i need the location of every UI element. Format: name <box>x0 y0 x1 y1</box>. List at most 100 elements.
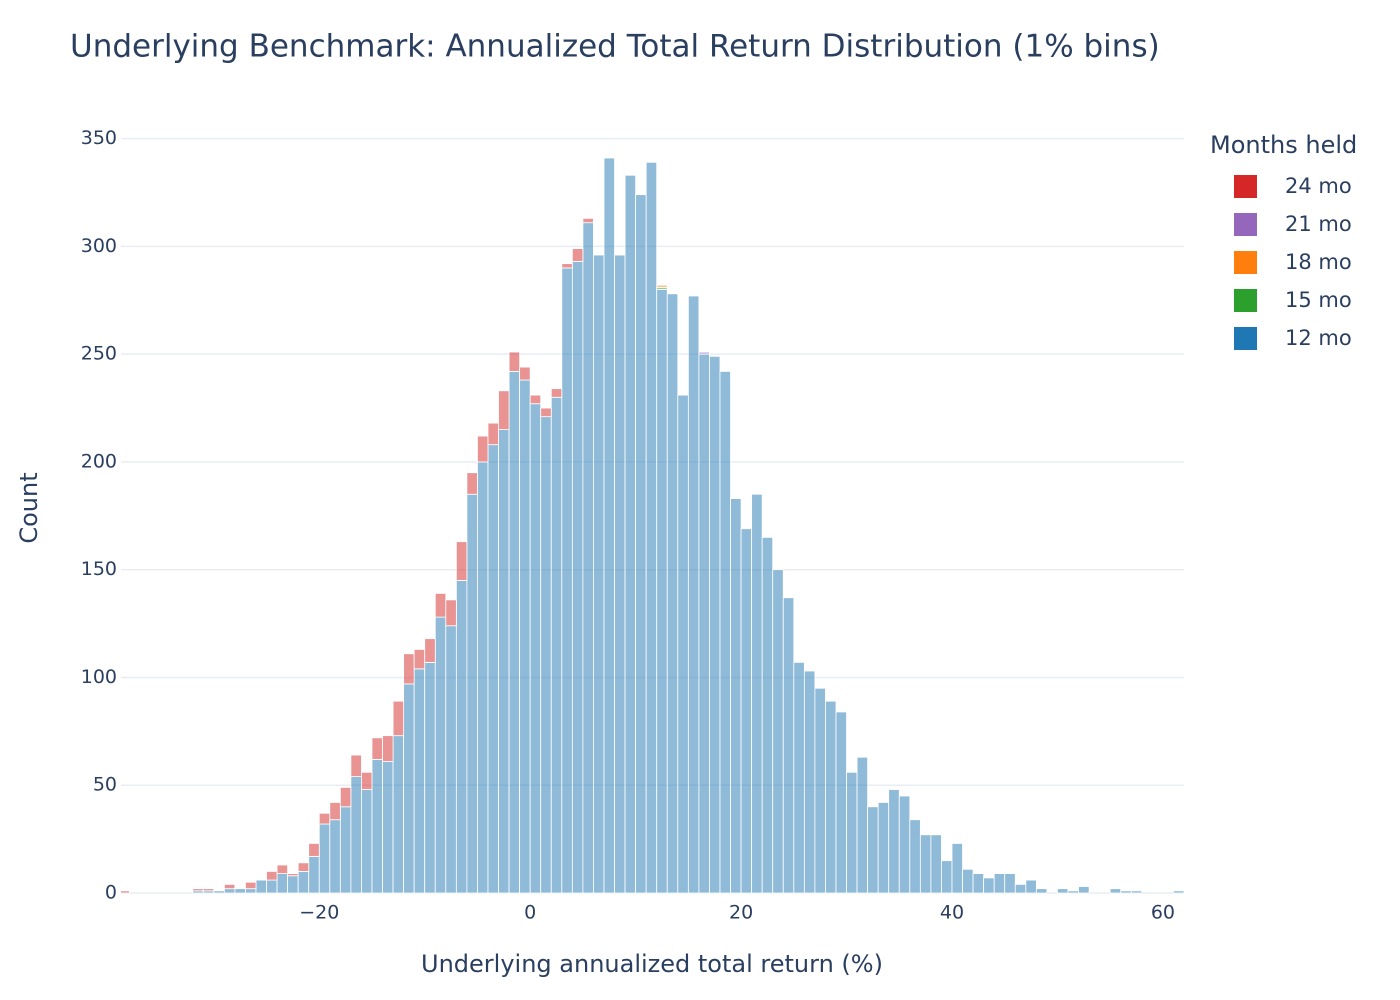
bar <box>329 819 341 894</box>
bar <box>276 864 289 875</box>
bar <box>993 873 1006 894</box>
bar <box>445 599 457 627</box>
bar <box>392 700 405 737</box>
y-tick-label: 300 <box>81 235 117 257</box>
bar <box>287 873 299 877</box>
x-axis-title: Underlying annualized total return (%) <box>421 950 883 978</box>
bar <box>1004 873 1016 894</box>
y-tick-label: 200 <box>81 450 117 472</box>
bar <box>761 536 774 894</box>
bar <box>582 217 594 224</box>
bar <box>192 888 204 892</box>
bar <box>698 353 710 894</box>
bar <box>339 786 352 808</box>
bar <box>308 855 320 894</box>
bar <box>983 877 995 894</box>
bar <box>740 528 753 894</box>
bar <box>645 161 658 894</box>
bar <box>519 366 531 381</box>
legend-swatch <box>1234 289 1257 312</box>
bar <box>424 661 436 894</box>
bar <box>635 194 647 894</box>
bar <box>403 653 415 685</box>
bar <box>477 435 489 463</box>
bar <box>434 616 447 894</box>
bar <box>350 776 362 894</box>
legend-label: 18 mo <box>1285 250 1352 274</box>
y-tick-label: 250 <box>81 343 117 365</box>
bar <box>318 812 331 825</box>
bar <box>909 819 921 894</box>
legend-swatch <box>1234 327 1257 350</box>
bar <box>1025 879 1037 894</box>
bar <box>361 789 373 894</box>
x-tick-label: 40 <box>940 902 964 924</box>
bar <box>329 802 341 821</box>
bar <box>582 222 594 894</box>
legend-label: 21 mo <box>1285 212 1352 236</box>
bar <box>434 593 447 618</box>
legend-title: Months held <box>1210 131 1357 159</box>
legend: 12 mo 15 mo 18 mo 21 mo 24 mo <box>1234 174 1352 350</box>
bar <box>487 422 499 446</box>
bar <box>941 860 953 894</box>
bar <box>202 888 215 892</box>
bar <box>223 888 236 894</box>
bar <box>793 661 805 894</box>
bar <box>266 871 278 881</box>
x-tick-label: 60 <box>1151 902 1175 924</box>
legend-label: 12 mo <box>1285 326 1352 350</box>
bar <box>508 371 521 894</box>
y-axis-title: Count <box>15 472 43 543</box>
bar <box>392 735 405 894</box>
bar <box>687 295 700 894</box>
bar <box>455 580 468 894</box>
bar <box>614 254 626 894</box>
bar <box>856 756 869 894</box>
bar <box>730 498 742 894</box>
bar <box>297 871 310 894</box>
bar <box>1130 890 1143 894</box>
legend-swatch <box>1234 251 1257 274</box>
bar <box>223 883 236 890</box>
bar <box>571 248 584 262</box>
x-tick-label: 0 <box>524 902 536 924</box>
bar <box>1067 890 1079 894</box>
y-tick-label: 50 <box>93 774 117 796</box>
bar <box>529 403 542 894</box>
bar <box>287 875 299 894</box>
bar <box>213 890 225 894</box>
bar <box>382 761 394 894</box>
bar <box>477 461 489 894</box>
bar <box>561 267 573 894</box>
bar <box>382 735 394 762</box>
bar <box>234 888 246 894</box>
legend-label: 24 mo <box>1285 174 1352 198</box>
bar <box>972 873 985 894</box>
bar <box>919 834 932 894</box>
bar <box>698 351 710 355</box>
bar <box>772 569 784 894</box>
bar <box>1173 890 1184 894</box>
bar <box>1120 890 1132 894</box>
bar <box>455 541 468 581</box>
bar <box>276 873 289 894</box>
bar <box>308 843 320 857</box>
bar <box>962 868 974 894</box>
x-tick-label: −20 <box>299 902 339 924</box>
bar <box>361 771 373 790</box>
bar <box>424 638 436 663</box>
bar <box>709 355 721 894</box>
bar <box>519 379 531 894</box>
bar <box>255 879 267 894</box>
bar <box>825 700 837 894</box>
bar <box>318 823 331 894</box>
bar <box>719 371 731 894</box>
bar <box>466 472 478 495</box>
legend-swatch <box>1234 213 1257 236</box>
bar <box>297 862 310 872</box>
bar <box>350 754 362 778</box>
bar <box>593 254 605 894</box>
y-tick-label: 100 <box>81 666 117 688</box>
